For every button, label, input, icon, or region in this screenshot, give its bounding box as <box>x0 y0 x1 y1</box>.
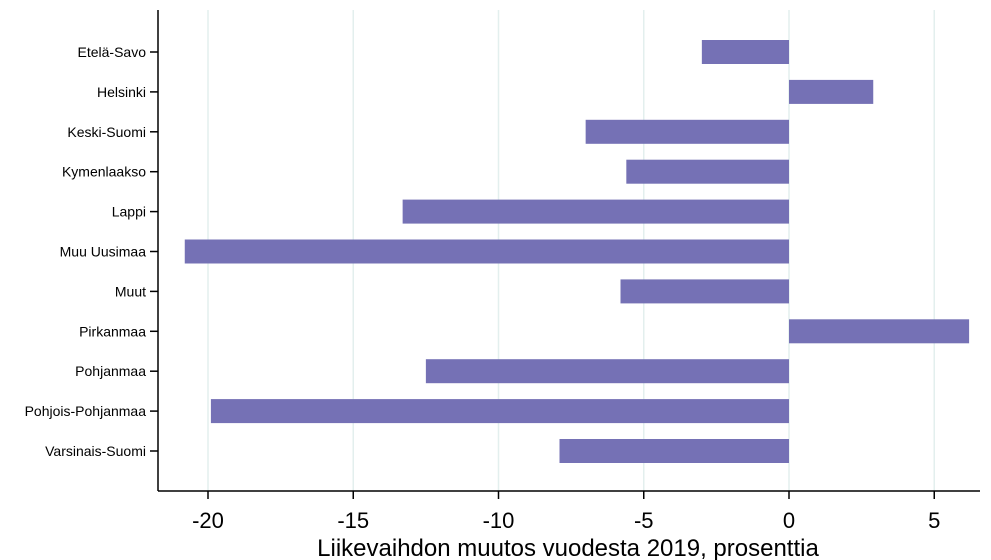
category-label: Kymenlaakso <box>62 164 146 180</box>
category-label: Pohjanmaa <box>75 363 146 379</box>
category-labels: Etelä-Savo Helsinki Keski-Suomi Kymenlaakso… <box>25 44 158 459</box>
bars <box>184 40 970 463</box>
x-tick-label: -15 <box>337 508 369 533</box>
bar <box>559 439 789 463</box>
x-ticks: -20 -15 -10 -5 0 5 <box>192 491 940 533</box>
category-label: Keski-Suomi <box>67 124 146 140</box>
category-label: Helsinki <box>97 84 146 100</box>
bar <box>789 319 970 344</box>
x-tick-label: -10 <box>483 508 515 533</box>
category-label: Pohjois-Pohjanmaa <box>25 403 147 419</box>
category-label: Muu Uusimaa <box>60 244 147 260</box>
category-label: Lappi <box>112 204 146 220</box>
bar <box>701 40 789 64</box>
x-tick-label: -20 <box>192 508 224 533</box>
bar <box>425 359 789 384</box>
bar <box>626 159 789 184</box>
bar <box>210 399 789 424</box>
bar <box>585 119 789 144</box>
x-tick-label: -5 <box>634 508 654 533</box>
category-label: Pirkanmaa <box>79 323 146 339</box>
category-label: Etelä-Savo <box>78 44 147 60</box>
x-tick-label: 0 <box>783 508 795 533</box>
x-tick-label: 5 <box>928 508 940 533</box>
bar <box>184 239 789 264</box>
category-label: Varsinais-Suomi <box>45 443 146 459</box>
x-axis-title: Liikevaihdon muutos vuodesta 2019, prose… <box>317 535 819 560</box>
bar <box>789 79 874 104</box>
category-label: Muut <box>115 283 146 299</box>
bar <box>402 199 789 224</box>
bar <box>620 279 789 304</box>
